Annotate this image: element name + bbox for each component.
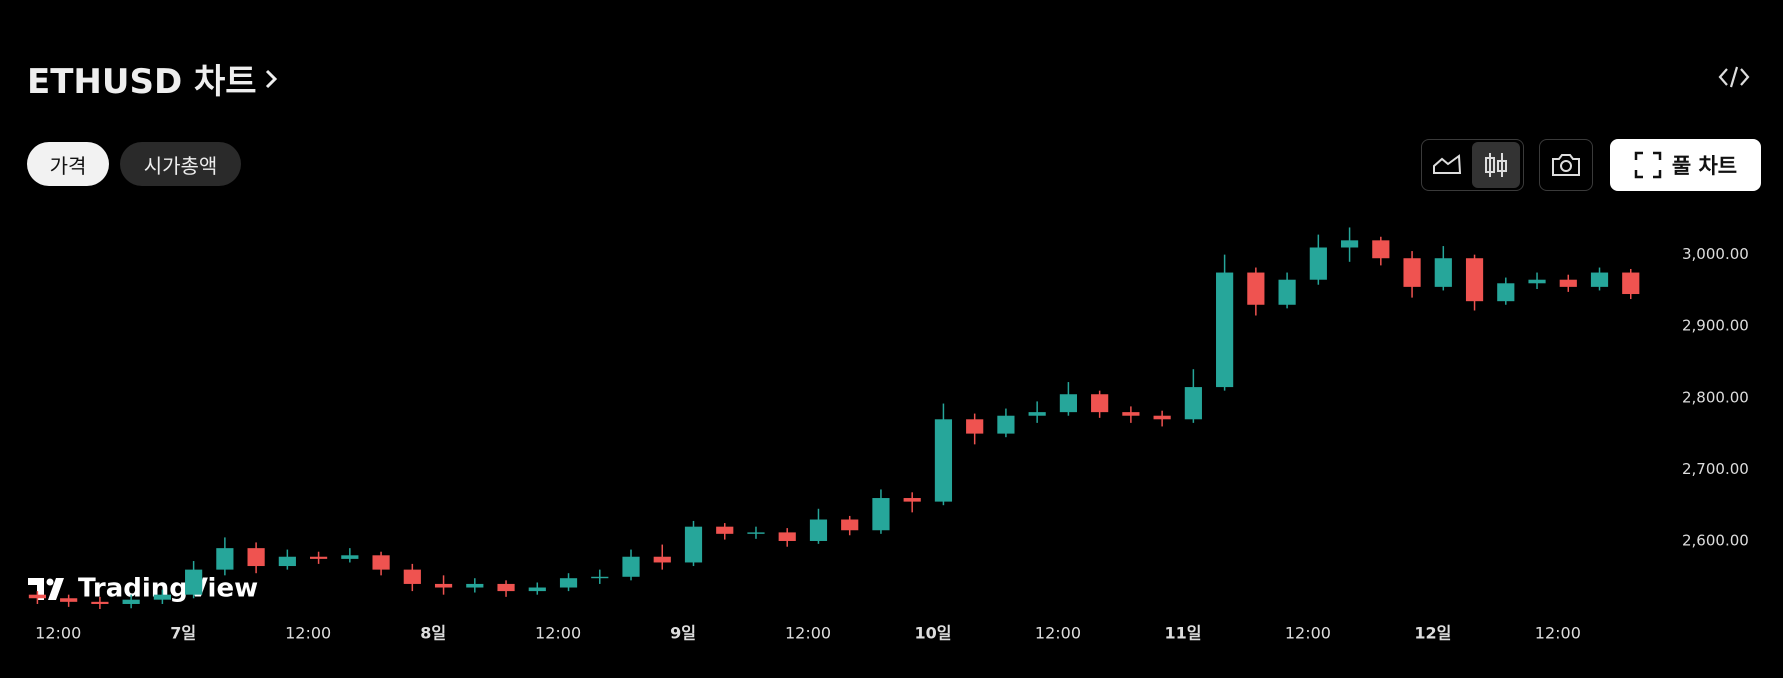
y-tick-label: 2,600.00	[1682, 531, 1749, 549]
candle-body	[966, 419, 984, 434]
y-tick-label: 3,000.00	[1682, 245, 1749, 263]
candle-body	[310, 556, 328, 559]
x-tick-label: 12:00	[1535, 624, 1581, 643]
candle-body	[809, 519, 828, 541]
embed-icon[interactable]	[1718, 64, 1750, 90]
candle-body	[60, 598, 78, 602]
candle-body	[778, 532, 796, 541]
chevron-icon	[265, 69, 277, 88]
candle-body	[1372, 240, 1390, 259]
candle-body	[1091, 394, 1109, 413]
x-tick-label: 12:00	[785, 624, 831, 643]
x-tick-label: 12:00	[285, 624, 331, 643]
candle-body	[122, 599, 140, 604]
title-link[interactable]: ETHUSD 차트	[27, 54, 279, 103]
watermark-logo	[46, 578, 54, 586]
button-label: 풀 차트	[1671, 154, 1738, 178]
candle-body	[216, 548, 234, 570]
candle-body	[934, 419, 953, 502]
candle-body	[247, 548, 265, 567]
candle-body	[1434, 258, 1452, 287]
candle-style-button[interactable]	[1472, 142, 1520, 188]
candle-body	[1216, 272, 1234, 388]
fullscreen-icon	[1634, 151, 1662, 179]
candle-body	[403, 569, 421, 584]
candle-body	[185, 569, 203, 595]
candle-body	[1528, 279, 1546, 284]
candle-body	[1184, 387, 1202, 420]
candle-body	[434, 583, 453, 588]
tab-market-cap[interactable]: 시가총액	[120, 142, 241, 186]
candle-body	[1122, 412, 1140, 416]
candle-body	[684, 526, 703, 563]
candle-body	[1340, 240, 1359, 248]
x-tick-label: 11일	[1164, 624, 1201, 643]
candle-body	[1559, 279, 1577, 287]
candle-body	[622, 556, 640, 577]
candle-body	[1028, 412, 1046, 416]
candle-body	[1247, 272, 1265, 305]
x-tick-label: 7일	[170, 624, 196, 643]
candle-body	[153, 594, 171, 600]
x-tick-label: 12:00	[535, 624, 581, 643]
candle-body	[1465, 258, 1484, 302]
x-tick-label: 9일	[670, 624, 696, 643]
candle-body	[1497, 283, 1515, 302]
candle-body	[747, 532, 765, 534]
x-tick-label: 12일	[1414, 624, 1451, 643]
candle-body	[341, 555, 359, 559]
candle-body	[591, 576, 609, 579]
x-tick-label: 12:00	[1285, 624, 1331, 643]
y-tick-label: 2,800.00	[1682, 388, 1749, 406]
snapshot-button[interactable]	[1539, 139, 1593, 191]
candle-body	[497, 583, 515, 592]
tab-label: 가격	[49, 153, 87, 178]
x-tick-label: 10일	[915, 624, 952, 643]
candle-body	[1403, 258, 1421, 287]
candle-body	[91, 601, 109, 604]
candle-body	[653, 556, 671, 563]
tab-label: 시가총액	[143, 153, 218, 178]
camera-icon	[1552, 154, 1580, 176]
x-tick-label: 8일	[420, 624, 446, 643]
candle-body	[466, 583, 484, 588]
candle-body	[841, 519, 859, 531]
tab-price[interactable]: 가격	[27, 142, 109, 186]
candle-body	[1278, 279, 1296, 305]
candle-body	[1153, 415, 1171, 420]
candle-body	[278, 556, 296, 567]
candle-body	[872, 498, 890, 531]
candle-body	[903, 498, 921, 502]
x-tick-label: 12:00	[1035, 624, 1081, 643]
candle-body	[28, 594, 47, 599]
candle-body	[1590, 272, 1609, 287]
candle-body	[1622, 272, 1640, 295]
area-style-button[interactable]	[1422, 140, 1472, 190]
candle-body	[716, 526, 734, 534]
candle-body	[372, 555, 390, 570]
candle-body	[1059, 394, 1077, 413]
x-tick-label: 12:00	[35, 624, 81, 643]
candle-body	[997, 415, 1015, 434]
full-chart-button[interactable]: 풀 차트	[1610, 139, 1761, 191]
candle-body	[528, 587, 546, 592]
chart-style-group	[1421, 139, 1524, 191]
title: ETHUSD 차트	[27, 62, 257, 102]
y-tick-label: 2,700.00	[1682, 460, 1749, 478]
candle-body	[1309, 247, 1327, 280]
candle-body	[559, 578, 578, 588]
y-tick-label: 2,900.00	[1682, 317, 1749, 335]
